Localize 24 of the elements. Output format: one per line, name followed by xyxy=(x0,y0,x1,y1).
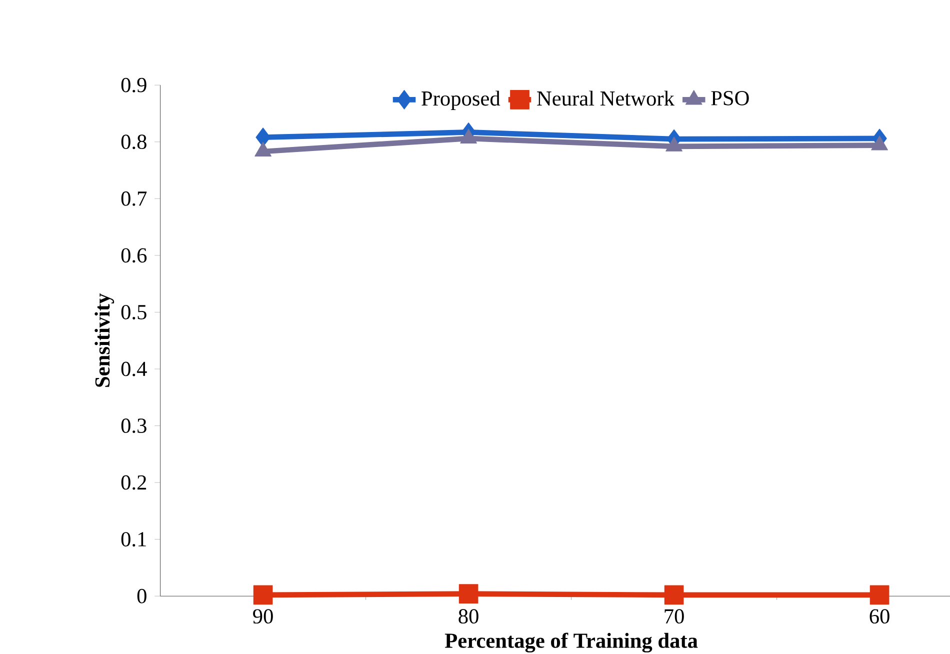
x-tick-label: 80 xyxy=(458,609,478,624)
point xyxy=(256,128,270,147)
legend-label: Neural Network xyxy=(537,90,674,106)
point xyxy=(664,585,684,605)
y-tick-label: 0.6 xyxy=(121,248,147,263)
x-tick-label: 60 xyxy=(870,609,890,624)
legend-label: PSO xyxy=(711,91,749,106)
x-tick-label: 70 xyxy=(664,609,684,624)
legend-label: Proposed xyxy=(422,90,500,110)
x-axis-title: Percentage of Training data xyxy=(444,632,698,652)
y-axis-title: Sensitivity xyxy=(94,293,114,387)
y-tick-label: 0 xyxy=(137,588,146,604)
y-tick-label: 0.5 xyxy=(121,304,146,320)
point xyxy=(253,585,273,605)
y-tick-label: 0.9 xyxy=(121,78,146,92)
y-tick-label: 0.3 xyxy=(121,418,146,433)
y-tick-label: 0.2 xyxy=(121,475,146,490)
y-tick-label: 0.7 xyxy=(121,191,147,206)
y-tick-label: 0.8 xyxy=(121,134,146,150)
y-tick-label: 0.1 xyxy=(121,532,146,547)
point xyxy=(870,585,890,605)
x-tick-label: 90 xyxy=(253,609,273,624)
point xyxy=(458,584,478,604)
y-tick-label: 0.4 xyxy=(121,362,147,376)
